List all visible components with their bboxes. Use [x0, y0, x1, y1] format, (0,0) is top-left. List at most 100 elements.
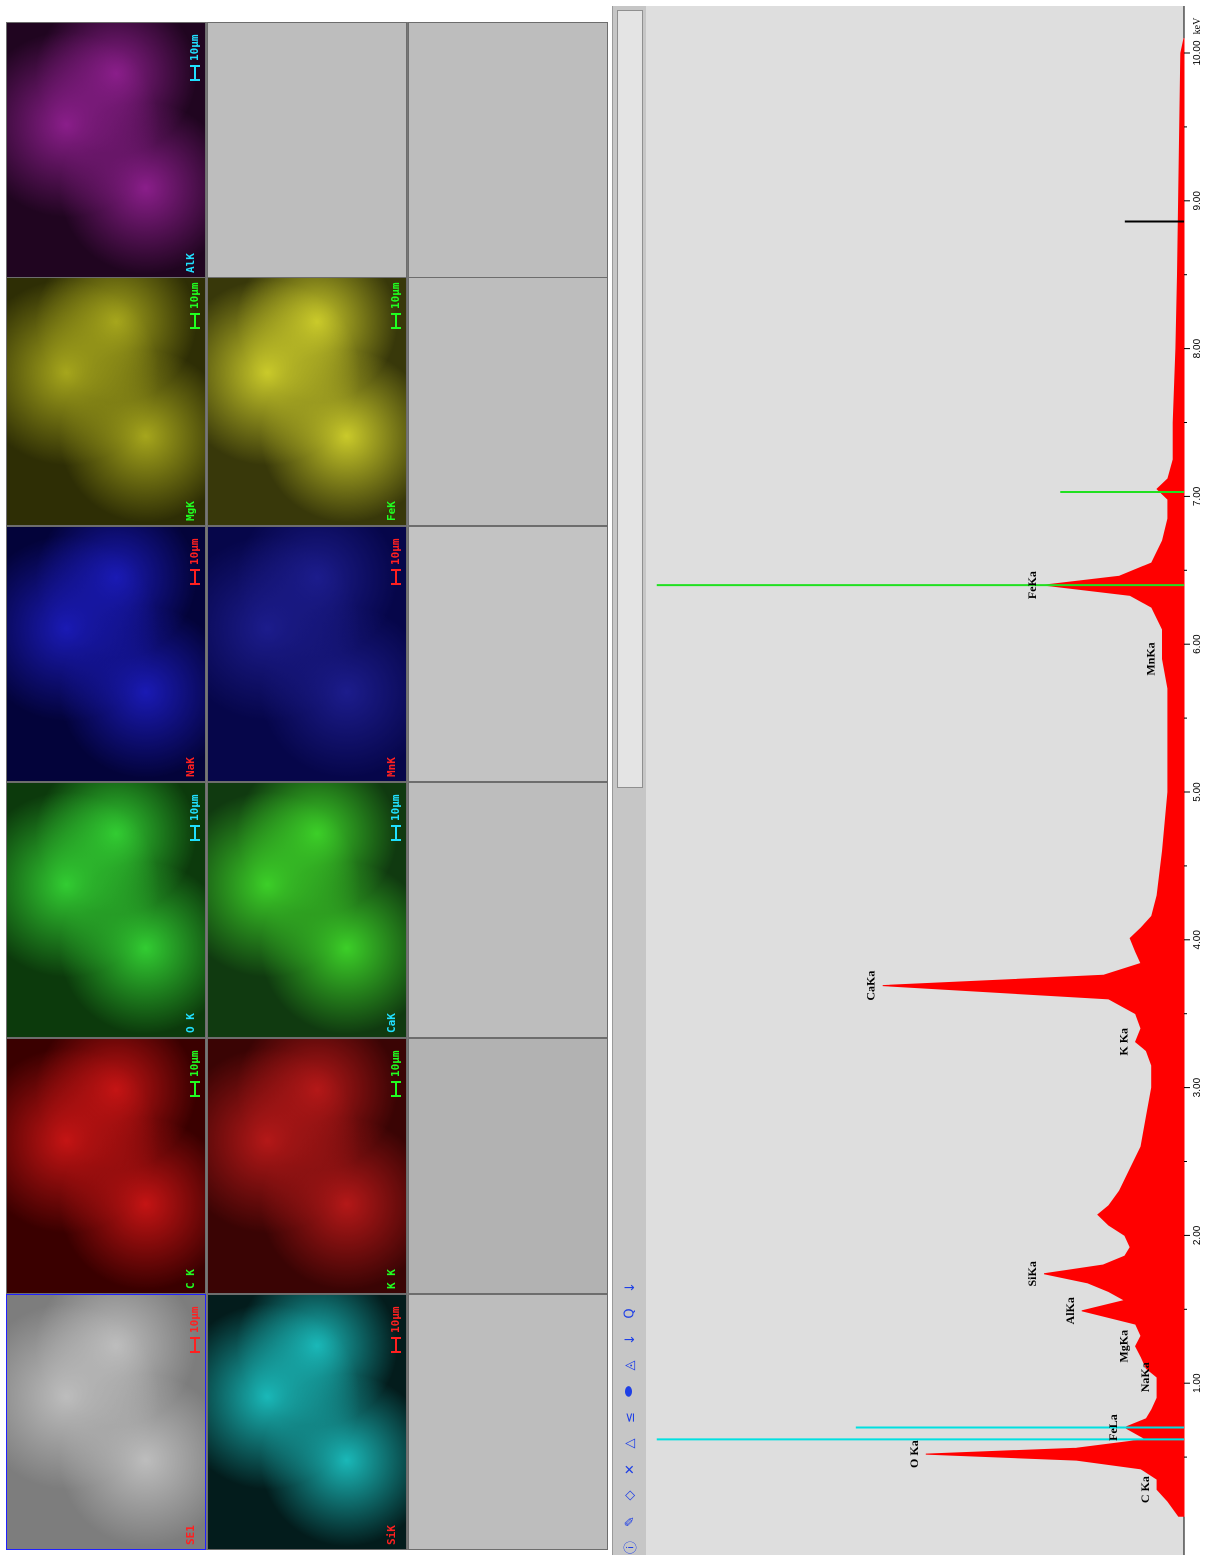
element-map-ck[interactable]: C K 10μm	[6, 1038, 206, 1294]
spectrum-area	[882, 38, 1185, 1517]
element-map-mgk[interactable]: MgK 10μm	[6, 270, 206, 526]
element-map-fek[interactable]: FeK 10μm	[207, 270, 407, 526]
spectrum-icon-glyph: ◬	[622, 1360, 638, 1370]
ellipse-icon[interactable]: ⬬	[613, 1382, 647, 1400]
scale-bar-cap	[190, 825, 200, 827]
scale-bar-cap	[190, 1095, 200, 1097]
element-map-alk[interactable]: AlK 10μm	[6, 22, 206, 278]
x-tick-label: 8.00	[1192, 338, 1203, 358]
scale-label: 10μm	[188, 794, 201, 822]
empty-map-slot	[408, 782, 608, 1038]
scale-label: 10μm	[188, 1050, 201, 1078]
diamond-icon[interactable]: ◇	[613, 1486, 647, 1504]
peak-label: O Ka	[907, 1440, 921, 1468]
peak-label: MgKa	[1117, 1330, 1131, 1363]
scale-bar	[395, 1081, 397, 1097]
scale-bar	[194, 65, 196, 81]
scale-bar	[395, 825, 397, 841]
scale-bar-cap	[190, 313, 200, 315]
scale-label: 10μm	[389, 538, 402, 566]
down-arrow-icon-glyph: ↓	[622, 1333, 638, 1345]
lte-icon[interactable]: ≤	[613, 1408, 647, 1426]
diamond-icon-glyph: ◇	[622, 1490, 638, 1500]
scale-label: 10μm	[389, 1050, 402, 1078]
scale-bar	[194, 1081, 196, 1097]
peak-label: FeKa	[1025, 571, 1039, 599]
map-element-label: K K	[385, 1269, 398, 1289]
scale-bar-cap	[391, 825, 401, 827]
plot-background	[646, 6, 1208, 1555]
empty-map-slot	[408, 1038, 608, 1294]
scale-bar-cap	[391, 313, 401, 315]
element-map-mnk[interactable]: MnK 10μm	[207, 526, 407, 782]
scale-bar-cap	[391, 569, 401, 571]
close-icon-glyph: ✕	[622, 1463, 638, 1475]
element-map-ok[interactable]: O K 10μm	[6, 782, 206, 1038]
x-tick-label: 3.00	[1192, 1077, 1203, 1097]
scale-bar	[194, 825, 196, 841]
peak-label: NaKa	[1138, 1362, 1152, 1392]
peak-label: FeLa	[1106, 1414, 1120, 1441]
scale-bar-cap	[190, 1337, 200, 1339]
map-element-label: MgK	[184, 501, 197, 521]
down-arrow-icon[interactable]: ↓	[613, 1278, 647, 1296]
scale-bar-cap	[391, 839, 401, 841]
scale-bar-cap	[190, 65, 200, 67]
pen-icon[interactable]: ✎	[613, 1512, 647, 1530]
peak-label: AlKa	[1063, 1297, 1077, 1324]
empty-map-slot	[207, 22, 407, 278]
x-tick-label: 9.00	[1192, 191, 1203, 211]
peak-label: K Ka	[1117, 1028, 1131, 1056]
x-tick-label: 7.00	[1192, 486, 1203, 506]
close-icon[interactable]: ✕	[613, 1460, 647, 1478]
x-tick-label: 6.00	[1192, 634, 1203, 654]
pen-icon-glyph: ✎	[622, 1515, 638, 1527]
element-map-sik[interactable]: SiK 10μm	[207, 1294, 407, 1550]
map-element-label: O K	[184, 1013, 197, 1033]
scale-bar	[194, 1337, 196, 1353]
spectrum-icon[interactable]: ◬	[613, 1356, 647, 1374]
info-icon[interactable]: ⓘ	[613, 1538, 647, 1556]
scale-label: 10μm	[389, 282, 402, 310]
scale-bar-cap	[391, 327, 401, 329]
map-element-label: SiK	[385, 1525, 398, 1545]
scale-bar-cap	[190, 583, 200, 585]
scale-label: 10μm	[188, 538, 201, 566]
scale-bar-cap	[190, 569, 200, 571]
map-element-label: AlK	[184, 253, 197, 273]
x-tick-label: 1.00	[1192, 1373, 1203, 1393]
down-arrow-icon-glyph: ↓	[622, 1281, 638, 1293]
element-map-se1[interactable]: SE1 10μm	[6, 1294, 206, 1550]
down-arrow-icon[interactable]: ↓	[613, 1330, 647, 1348]
x-tick-label: 10.00	[1192, 40, 1203, 65]
scale-bar-cap	[190, 1351, 200, 1353]
peak-label: SiKa	[1025, 1261, 1039, 1286]
scale-bar-cap	[391, 1081, 401, 1083]
scale-bar-cap	[391, 583, 401, 585]
scale-label: 10μm	[389, 1306, 402, 1334]
scale-bar	[395, 569, 397, 585]
scale-bar-cap	[391, 1095, 401, 1097]
zoom-icon-glyph: Q	[622, 1307, 638, 1319]
scale-label: 10μm	[389, 794, 402, 822]
scale-bar-cap	[190, 79, 200, 81]
spectrum-toolbar: ⓘ ✎ ◇ ✕ △ ≤ ⬬ ◬ ↓ Q ↓	[613, 1206, 647, 1555]
scale-bar-cap	[190, 839, 200, 841]
element-map-nak[interactable]: NaK 10μm	[6, 526, 206, 782]
scale-bar	[395, 313, 397, 329]
zoom-icon[interactable]: Q	[613, 1304, 647, 1322]
lte-icon-glyph: ≤	[622, 1411, 638, 1423]
x-tick-label: 4.00	[1192, 930, 1203, 950]
element-map-grid: SE1 10μm C K 10μm O K 10μm NaK 10μm MgK 10μm AlK 10…	[6, 22, 608, 1550]
scrollbar-thumb[interactable]	[617, 10, 643, 788]
triangle-icon[interactable]: △	[613, 1434, 647, 1452]
map-element-label: FeK	[385, 501, 398, 521]
map-element-label: MnK	[385, 757, 398, 777]
scale-label: 10μm	[188, 1306, 201, 1334]
element-map-kk[interactable]: K K 10μm	[207, 1038, 407, 1294]
empty-map-slot	[408, 270, 608, 526]
map-element-label: NaK	[184, 757, 197, 777]
axis-strip	[1184, 6, 1208, 1555]
vertical-scrollbar[interactable]: ⓘ ✎ ◇ ✕ △ ≤ ⬬ ◬ ↓ Q ↓	[612, 6, 647, 1555]
element-map-cak[interactable]: CaK 10μm	[207, 782, 407, 1038]
